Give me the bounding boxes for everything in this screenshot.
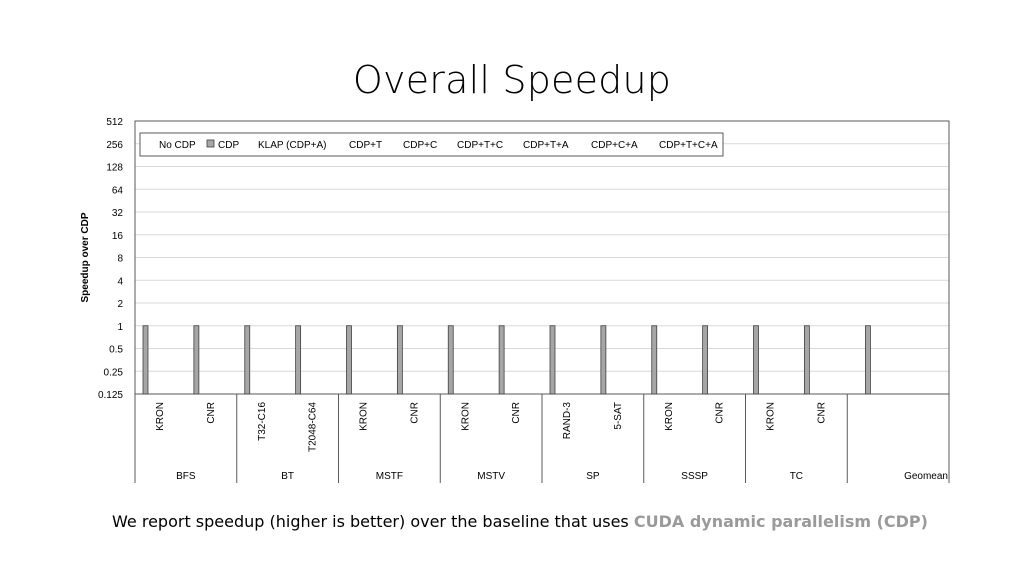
bar-cdp bbox=[193, 325, 200, 395]
slide-title: Overall Speedup bbox=[352, 58, 672, 102]
legend-entry: CDP bbox=[218, 140, 239, 151]
legend-entry: CDP+C+A bbox=[591, 140, 638, 151]
x-tick-label: CNR bbox=[206, 402, 217, 424]
x-tick-label: CNR bbox=[409, 402, 420, 424]
bar-cdp bbox=[865, 325, 871, 395]
x-tick-label: CNR bbox=[816, 402, 827, 424]
bar-cdp bbox=[498, 325, 505, 395]
y-tick-label: 256 bbox=[106, 140, 123, 151]
group-label: TC bbox=[790, 471, 803, 482]
bar-cdp bbox=[244, 325, 251, 395]
y-tick-label: 8 bbox=[117, 254, 123, 265]
y-axis-label: Speedup over CDP bbox=[80, 212, 91, 302]
x-tick-label: T32-C16 bbox=[257, 402, 268, 441]
x-tick-label: KRON bbox=[359, 402, 370, 431]
bar-cdp bbox=[396, 325, 403, 395]
x-tick-label: CNR bbox=[715, 402, 726, 424]
group-label: Geomean bbox=[904, 471, 948, 482]
x-tick-label: KRON bbox=[664, 402, 675, 431]
y-tick-label: 2 bbox=[117, 299, 123, 310]
y-tick-label: 0.125 bbox=[98, 390, 123, 401]
legend-entry: CDP+T+C bbox=[457, 140, 503, 151]
legend-entry: CDP+T bbox=[349, 140, 382, 151]
y-tick-label: 64 bbox=[112, 185, 124, 196]
x-tick-label: 5-SAT bbox=[613, 402, 624, 430]
y-tick-label: 32 bbox=[112, 208, 124, 219]
y-tick-label: 4 bbox=[117, 276, 123, 287]
bar-cdp bbox=[346, 325, 352, 395]
bar-cdp bbox=[702, 325, 709, 395]
bar-cdp bbox=[549, 325, 556, 395]
x-tick-label: RAND-3 bbox=[562, 402, 573, 440]
legend-entry: No CDP bbox=[159, 140, 196, 151]
y-tick-label: 16 bbox=[112, 231, 124, 242]
y-tick-label: 512 bbox=[106, 117, 123, 128]
legend-swatch bbox=[206, 139, 215, 148]
caption-text: We report speedup (higher is better) ove… bbox=[112, 512, 634, 531]
x-tick-label: KRON bbox=[460, 402, 471, 431]
group-label: MSTV bbox=[477, 471, 505, 482]
legend-entry: CDP+T+C+A bbox=[659, 140, 718, 151]
x-tick-label: T2048-C64 bbox=[308, 402, 319, 452]
bar-cdp bbox=[600, 325, 607, 395]
y-tick-label: 1 bbox=[117, 322, 123, 333]
y-tick-label: 128 bbox=[106, 163, 123, 174]
slide-caption: We report speedup (higher is better) ove… bbox=[0, 512, 1024, 531]
group-label: BT bbox=[281, 471, 294, 482]
bar-cdp bbox=[803, 325, 810, 395]
bar-cdp bbox=[142, 325, 149, 395]
bar-cdp bbox=[753, 325, 759, 395]
y-tick-label: 0.25 bbox=[104, 367, 124, 378]
bar-cdp bbox=[295, 325, 302, 395]
x-tick-label: CNR bbox=[511, 402, 522, 424]
bar-cdp bbox=[651, 325, 658, 395]
legend-entry: CDP+T+A bbox=[523, 140, 569, 151]
bar-cdp bbox=[447, 325, 454, 395]
x-tick-label: KRON bbox=[766, 402, 777, 431]
legend-box bbox=[139, 132, 724, 157]
group-label: BFS bbox=[176, 471, 196, 482]
group-label: MSTF bbox=[376, 471, 403, 482]
legend-entry: CDP+C bbox=[403, 140, 437, 151]
caption-highlight: CUDA dynamic parallelism (CDP) bbox=[633, 512, 928, 531]
group-label: SP bbox=[586, 471, 600, 482]
x-tick-label: KRON bbox=[155, 402, 166, 431]
y-tick-label: 0.5 bbox=[109, 345, 123, 356]
group-label: SSSP bbox=[681, 471, 708, 482]
legend-entry: KLAP (CDP+A) bbox=[258, 140, 326, 151]
